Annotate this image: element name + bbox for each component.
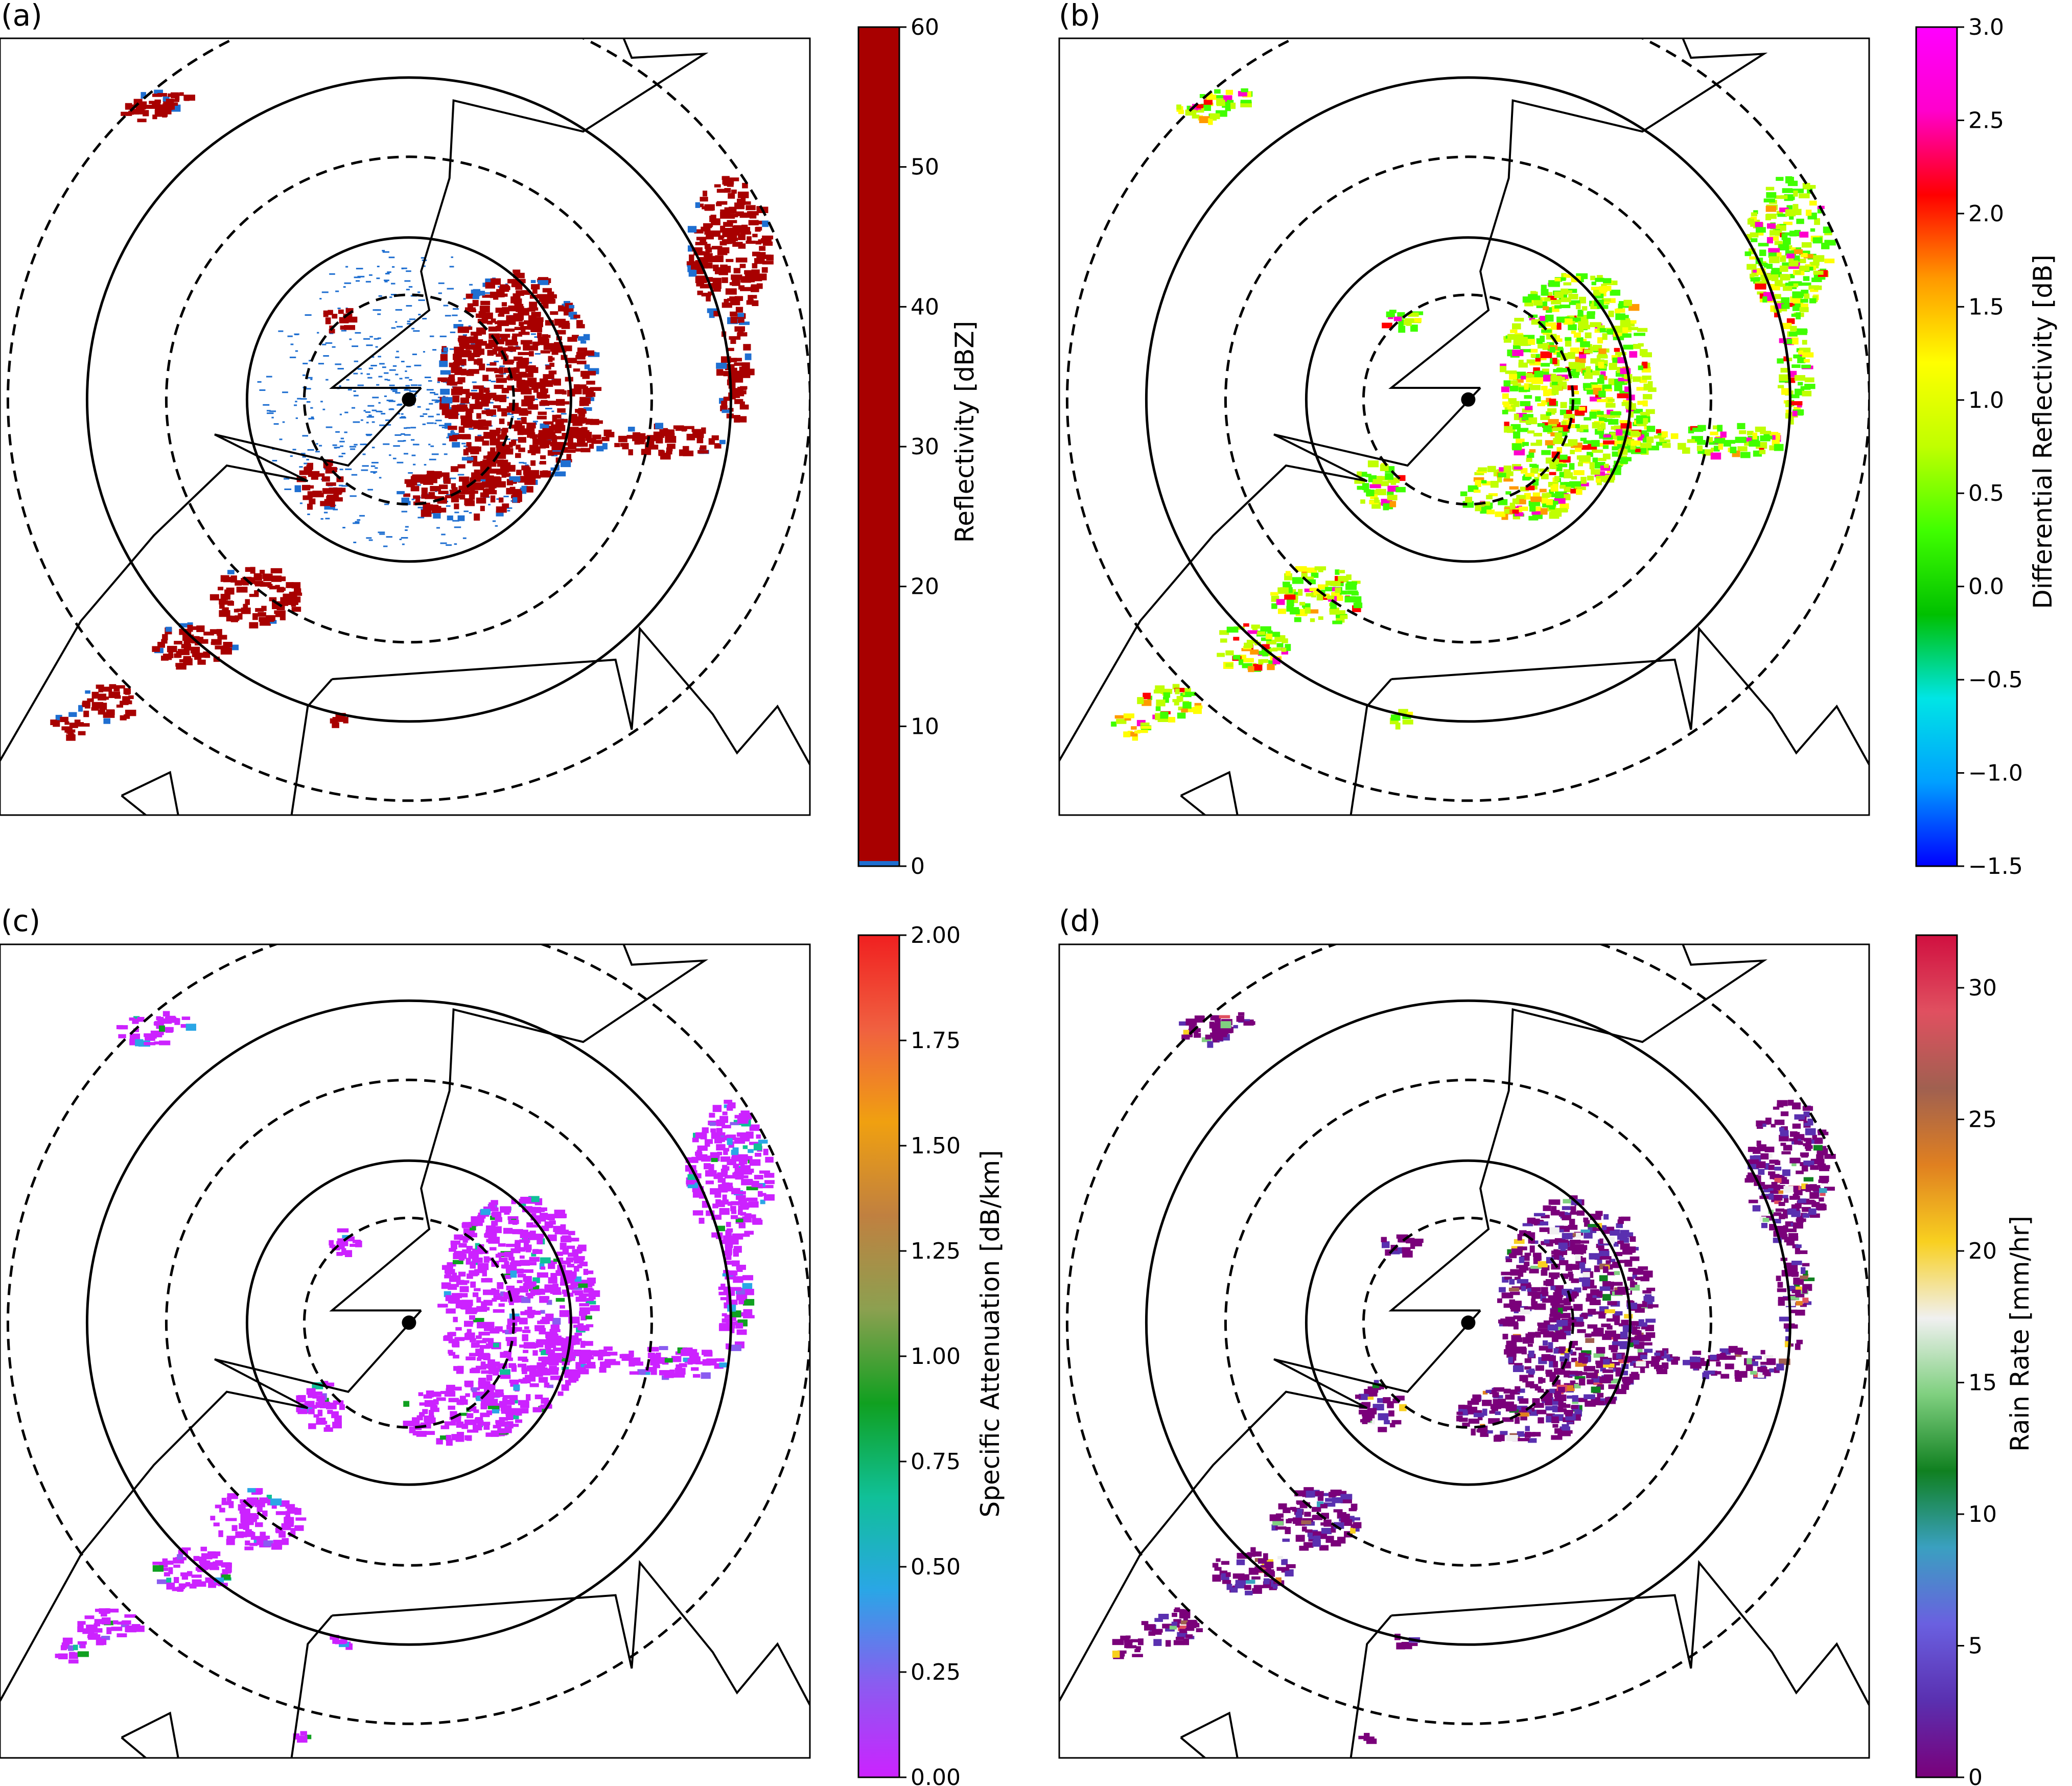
colorbar-tick-label: 2.0 <box>1968 201 2004 227</box>
range-rings <box>7 38 810 802</box>
radar-echoes <box>50 89 774 815</box>
colorbar-tick-label: 40 <box>911 294 939 320</box>
radar-echoes <box>55 1011 775 1743</box>
panel-a-colorbar: 0 10 20 30 40 50 60 <box>857 14 939 879</box>
panel-a: (a) 0 10 20 30 40 50 60 Reflectivity [dBZ] <box>0 0 980 879</box>
panel-d-colorbar: 0 5 10 15 20 25 30 <box>1915 934 1997 1786</box>
radar-site-marker <box>402 392 416 407</box>
colorbar-bar <box>857 934 900 1778</box>
colorbar-tick-label: 10 <box>1968 1501 1997 1527</box>
colorbar-tick-label: −0.5 <box>1968 667 2023 693</box>
colorbar-tick-label: 0.5 <box>1968 480 2004 506</box>
colorbar-tick-label: 0.50 <box>911 1554 961 1580</box>
range-ring-dashed <box>7 944 810 1725</box>
colorbar-bar <box>1915 934 1958 1778</box>
panel-d-map <box>1058 943 1870 1759</box>
range-ring-solid <box>1145 76 1791 723</box>
colorbar-tick-label: 2.00 <box>911 922 961 948</box>
range-ring-dashed <box>1066 944 1869 1725</box>
range-ring-solid <box>245 1159 572 1486</box>
panel-c-map <box>0 943 811 1759</box>
range-ring-dashed <box>1066 38 1869 802</box>
range-ring-solid <box>1305 236 1632 563</box>
boundary-lines <box>1059 944 1869 1758</box>
panel-b-colorbar-label: Differential Reflectivity [dB] <box>2028 254 2058 609</box>
range-rings <box>1066 944 1869 1725</box>
colorbar-tick-label: 1.5 <box>1968 294 2004 320</box>
colorbar-tick-label: 60 <box>911 14 939 40</box>
panel-b: (b) −1.5 −1.0 −0.5 0.0 0.5 1.0 1.5 2.0 2.5 3.0 Di… <box>1058 0 2058 879</box>
panel-c: (c) 0.00 0.25 0.50 0.75 1.00 1.25 1.50 1.75 2.00… <box>0 903 1005 1786</box>
panel-b-map <box>1058 37 1870 816</box>
range-ring-solid <box>85 999 732 1646</box>
panel-a-map <box>0 37 811 816</box>
panel-d-colorbar-label: Rain Rate [mm/hr] <box>2005 1216 2035 1452</box>
colorbar-tick-label: 5 <box>1968 1633 1983 1659</box>
range-ring-dashed <box>165 155 653 644</box>
range-ring-dashed <box>1362 293 1574 506</box>
colorbar-tick-label: 0 <box>911 853 925 879</box>
colorbar-tick-label: 1.0 <box>1968 387 2004 413</box>
boundary-lines <box>0 38 810 815</box>
colorbar-tick-label: −1.0 <box>1968 760 2023 786</box>
boundary-lines <box>0 944 810 1758</box>
panel-b-label: (b) <box>1059 0 1101 33</box>
colorbar-tick-label: 1.50 <box>911 1133 961 1159</box>
colorbar-tick-label: 0.25 <box>911 1659 961 1685</box>
colorbar-tick-label: 20 <box>911 574 939 600</box>
colorbar-tick-label: 0.0 <box>1968 574 2004 600</box>
range-rings <box>1066 38 1869 802</box>
radar-echoes <box>1111 88 1836 815</box>
colorbar-tick-label: 10 <box>911 713 939 739</box>
colorbar-tick-label: 30 <box>1968 975 1997 1001</box>
colorbar-tick-label: 0.75 <box>911 1449 961 1475</box>
range-ring-solid <box>85 76 732 723</box>
panel-d-label: (d) <box>1059 903 1101 938</box>
boundary-lines <box>1059 38 1869 815</box>
colorbar-bar <box>1915 26 1958 867</box>
map-frame <box>1058 37 1870 816</box>
panel-a-label: (a) <box>1 0 42 33</box>
panel-b-colorbar: −1.5 −1.0 −0.5 0.0 0.5 1.0 1.5 2.0 2.5 3.0 <box>1915 14 2023 879</box>
colorbar-tick-label: 20 <box>1968 1238 1997 1264</box>
range-ring-dashed <box>7 38 810 802</box>
colorbar-tick-label: 2.5 <box>1968 107 2004 133</box>
colorbar-tick-label: 1.75 <box>911 1028 961 1054</box>
colorbar-tick-label: 0.00 <box>911 1765 961 1786</box>
radar-site-marker <box>1461 392 1476 407</box>
range-ring-dashed <box>302 1216 515 1429</box>
panel-c-label: (c) <box>1 903 40 938</box>
panel-c-colorbar-label: Specific Attenuation [dB/km] <box>975 1150 1005 1517</box>
panel-a-colorbar-label: Reflectivity [dBZ] <box>950 321 980 543</box>
colorbar-tick-label: 15 <box>1968 1370 1997 1396</box>
range-ring-dashed <box>1362 1216 1574 1429</box>
map-frame <box>0 943 811 1759</box>
range-ring-dashed <box>302 293 515 506</box>
colorbar-tick-label: 0 <box>1968 1765 1983 1786</box>
colorbar-tick-label: 25 <box>1968 1107 1997 1133</box>
range-ring-dashed <box>1224 155 1712 644</box>
radar-site-marker <box>1461 1315 1476 1330</box>
map-frame <box>1058 943 1870 1759</box>
range-ring-solid <box>1145 999 1791 1646</box>
panel-c-colorbar: 0.00 0.25 0.50 0.75 1.00 1.25 1.50 1.75 2.00 <box>857 922 961 1786</box>
range-ring-dashed <box>165 1078 653 1567</box>
radar-site-marker <box>402 1315 416 1330</box>
range-ring-solid <box>245 236 572 563</box>
radar-echoes <box>1112 1012 1836 1744</box>
colorbar-tick-label: 50 <box>911 154 939 180</box>
colorbar-tick-label: 30 <box>911 434 939 460</box>
panel-d: (d) 0 5 10 15 20 25 30 Rain Rate [mm/hr] <box>1058 903 2035 1786</box>
colorbar-tick-label: −1.5 <box>1968 853 2023 879</box>
colorbar-tick-label: 1.25 <box>911 1238 961 1264</box>
colorbar-bar <box>857 26 900 867</box>
colorbar-tick-label: 1.00 <box>911 1343 961 1370</box>
map-frame <box>0 37 811 816</box>
range-rings <box>7 944 810 1725</box>
range-ring-dashed <box>1224 1078 1712 1567</box>
colorbar-tick-label: 3.0 <box>1968 14 2004 40</box>
range-ring-solid <box>1305 1159 1632 1486</box>
